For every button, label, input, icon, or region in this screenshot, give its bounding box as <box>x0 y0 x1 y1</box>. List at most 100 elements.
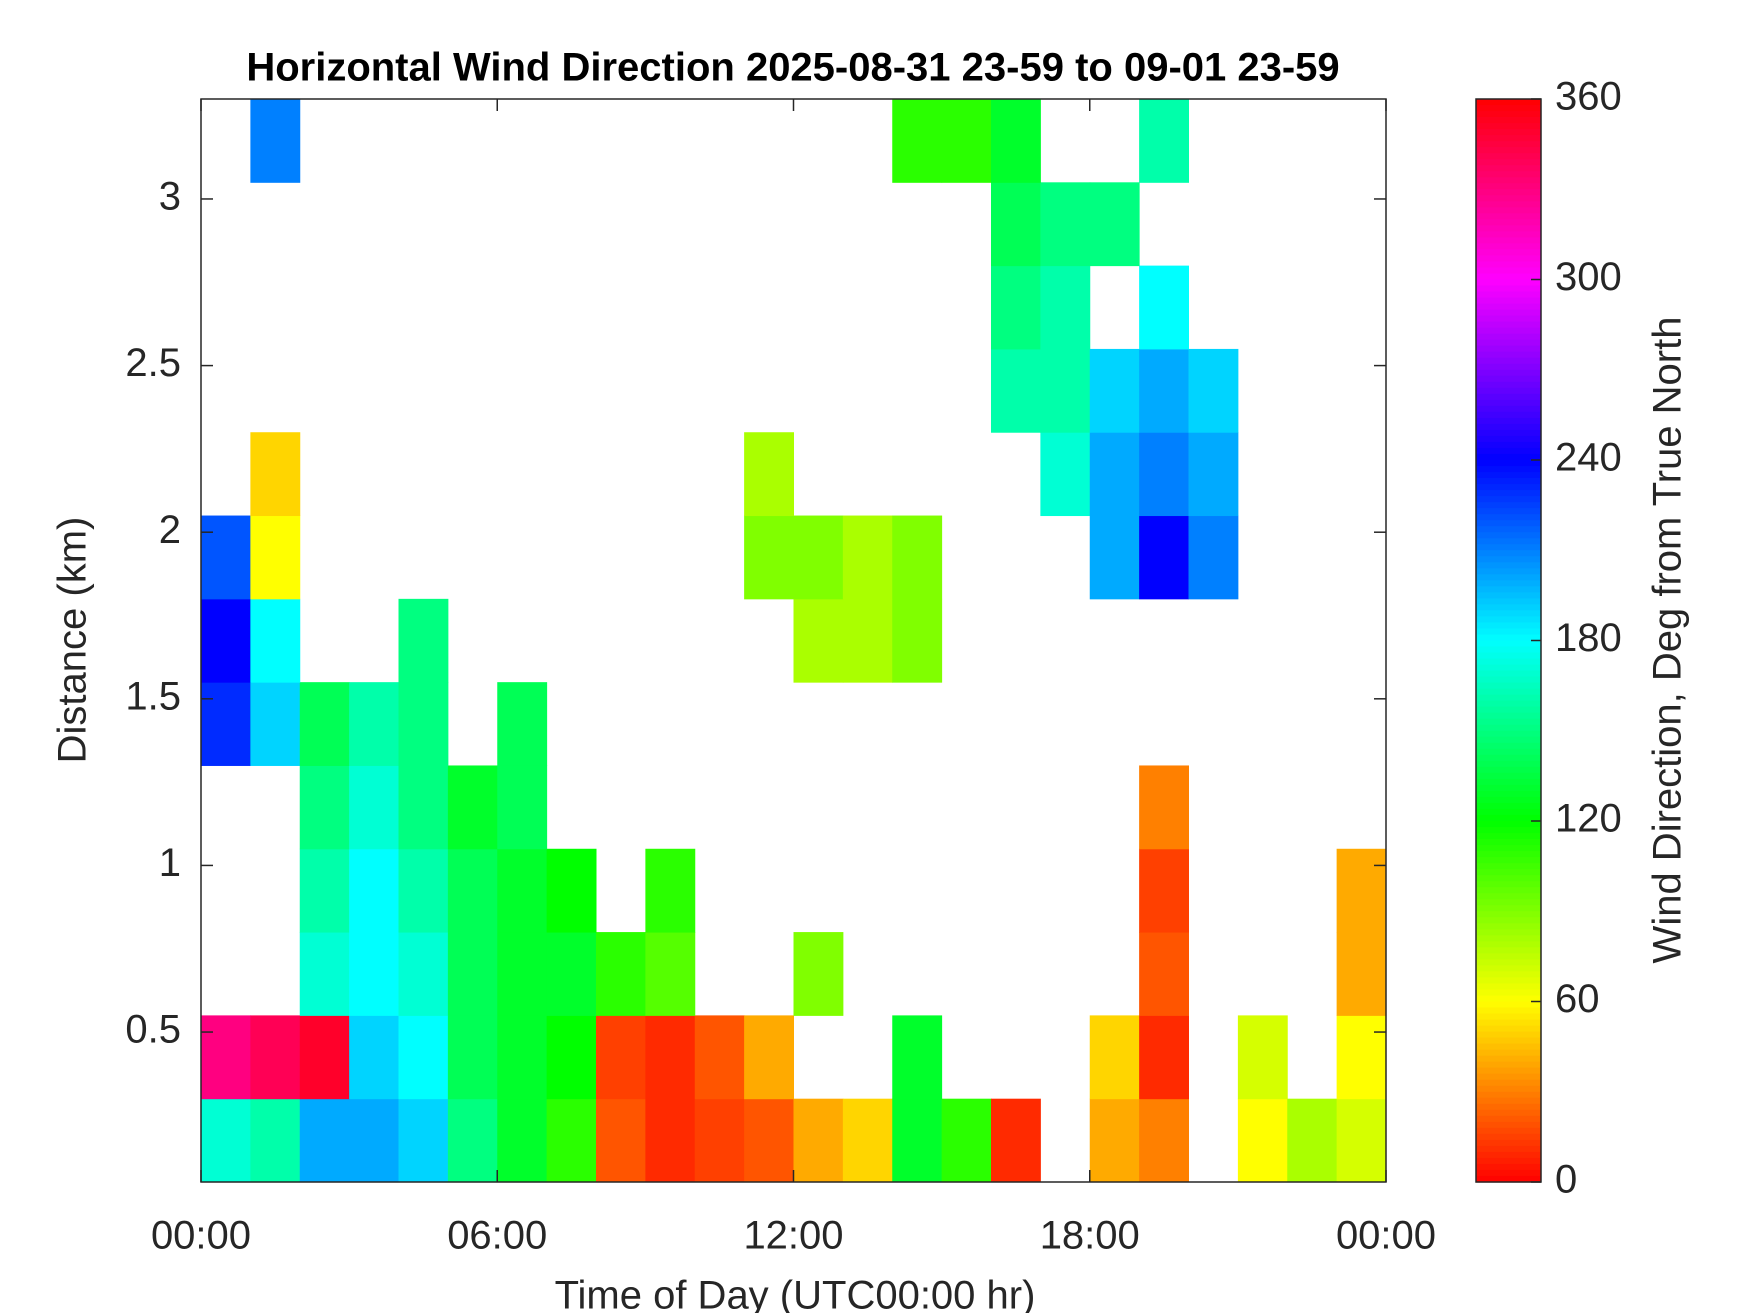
heatmap-cell <box>1139 848 1189 933</box>
colorbar-segment <box>1476 1049 1541 1057</box>
colorbar-segment <box>1476 1037 1541 1045</box>
heatmap-cell <box>250 432 301 517</box>
heatmap-cell <box>1336 932 1387 1016</box>
colorbar-segment <box>1476 159 1541 166</box>
colorbar-segment <box>1476 315 1541 323</box>
heatmap-cell <box>892 515 943 600</box>
colorbar-segment <box>1476 1145 1541 1153</box>
x-tick-label: 06:00 <box>447 1214 547 1258</box>
colorbar-tick-label: 120 <box>1555 797 1622 841</box>
colorbar-segment <box>1476 580 1541 587</box>
colorbar-segment <box>1476 1061 1541 1069</box>
heatmap-cell <box>349 1098 399 1183</box>
heatmap-cell <box>1139 765 1189 850</box>
heatmap-cell <box>892 598 943 683</box>
colorbar-segment <box>1476 225 1541 232</box>
heatmap-cell <box>645 1098 696 1183</box>
colorbar-segment <box>1476 778 1541 786</box>
colorbar-segment <box>1476 790 1541 798</box>
colorbar-segment <box>1476 105 1541 112</box>
colorbar-segment <box>1476 285 1541 293</box>
y-tick-label: 2.5 <box>125 341 181 385</box>
colorbar-segment <box>1476 1019 1541 1027</box>
colorbar-segment <box>1476 1133 1541 1141</box>
heatmap-cell <box>694 1015 745 1100</box>
colorbar-segment <box>1476 1151 1541 1159</box>
colorbar-segment <box>1476 1025 1541 1033</box>
colorbar-tick-label: 60 <box>1555 977 1600 1021</box>
heatmap-cell <box>991 99 1041 183</box>
colorbar-segment <box>1476 899 1541 906</box>
heatmap-cell <box>645 848 696 933</box>
colorbar-segment <box>1476 1115 1541 1123</box>
colorbar-segment <box>1476 977 1541 985</box>
colorbar-segment <box>1476 520 1541 527</box>
heatmap-cell <box>1336 1015 1387 1100</box>
y-tick-label: 3 <box>159 175 181 219</box>
colorbar-segment <box>1476 514 1541 521</box>
x-tick-label: 00:00 <box>1336 1214 1436 1258</box>
heatmap-cell <box>892 99 943 183</box>
heatmap-cell <box>1237 1098 1288 1183</box>
heatmap-cell <box>892 1015 943 1100</box>
colorbar-segment <box>1476 983 1541 991</box>
heatmap-cell <box>1139 432 1189 517</box>
colorbar-segment <box>1476 117 1541 124</box>
colorbar-segment <box>1476 670 1541 678</box>
colorbar-segment <box>1476 351 1541 359</box>
colorbar-segment <box>1476 694 1541 702</box>
colorbar-segment <box>1476 887 1541 894</box>
colorbar-segment <box>1476 869 1541 876</box>
colorbar-segment <box>1476 821 1541 828</box>
colorbar-segment <box>1476 712 1541 720</box>
colorbar-segment <box>1476 291 1541 299</box>
colorbar-segment <box>1476 345 1541 353</box>
colorbar-segment <box>1476 941 1541 948</box>
colorbar-segment <box>1476 279 1541 287</box>
colorbar-segment <box>1476 911 1541 918</box>
colorbar-segment <box>1476 652 1541 660</box>
colorbar-segment <box>1476 255 1541 263</box>
x-tick-label: 12:00 <box>743 1214 843 1258</box>
heatmap-cell <box>1188 515 1239 600</box>
heatmap-cell <box>694 1098 745 1183</box>
heatmap-cell <box>546 1015 597 1100</box>
heatmap-cell <box>1089 1015 1140 1100</box>
colorbar-segment <box>1476 610 1541 618</box>
colorbar-segment <box>1476 532 1541 539</box>
colorbar-segment <box>1476 309 1541 317</box>
y-tick-label: 0.5 <box>125 1008 181 1052</box>
colorbar-segment <box>1476 1121 1541 1129</box>
colorbar-segment <box>1476 273 1541 281</box>
heatmap-cell <box>1237 1015 1288 1100</box>
colorbar-segment <box>1476 417 1541 425</box>
heatmap-cell <box>1139 1015 1189 1100</box>
colorbar-segment <box>1476 544 1541 551</box>
heatmap-cell <box>941 99 992 183</box>
colorbar-segment <box>1476 333 1541 341</box>
heatmap-cell <box>793 932 844 1016</box>
colorbar-segment <box>1476 411 1541 419</box>
colorbar-segment <box>1476 929 1541 936</box>
colorbar-segment <box>1476 562 1541 569</box>
colorbar-segment <box>1476 640 1541 648</box>
colorbar-segment <box>1476 129 1541 136</box>
heatmap-cell <box>250 1098 301 1183</box>
heatmap-cell <box>201 682 251 766</box>
heatmap-cell <box>1188 432 1239 517</box>
colorbar-segment <box>1476 538 1541 545</box>
colorbar-segment <box>1476 183 1541 190</box>
heatmap-cell <box>349 1015 399 1100</box>
colorbar-segment <box>1476 1055 1541 1063</box>
heatmap-cell <box>349 765 399 850</box>
colorbar-segment <box>1476 851 1541 858</box>
colorbar-segment <box>1476 435 1541 443</box>
heatmap-cell <box>1336 1098 1387 1183</box>
colorbar-segment <box>1476 357 1541 365</box>
colorbar-segment <box>1476 556 1541 563</box>
colorbar-segment <box>1476 339 1541 347</box>
heatmap-cell <box>299 1015 350 1100</box>
colorbar-segment <box>1476 784 1541 792</box>
heatmap-cell <box>349 848 399 933</box>
colorbar-segment <box>1476 598 1541 605</box>
